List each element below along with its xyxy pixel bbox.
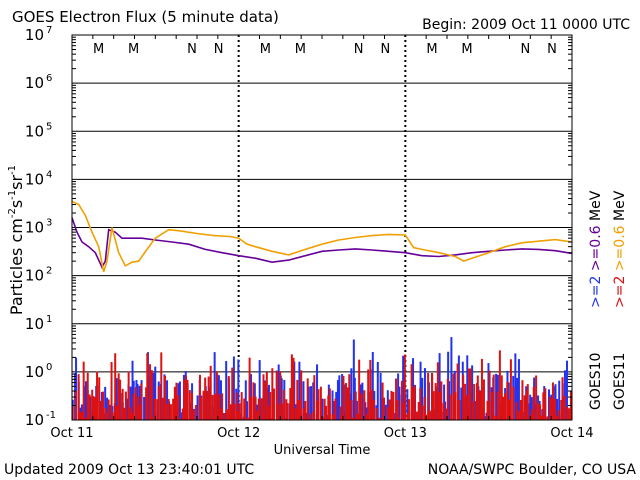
y-tick-exponent: 6: [46, 73, 52, 84]
y-tick-label: 10: [25, 122, 44, 140]
y-tick-label: 10: [25, 315, 44, 333]
line-layer: [71, 200, 573, 273]
x-tick-label: Oct 13: [384, 426, 427, 441]
y-tick-exponent: 4: [46, 169, 52, 180]
updated-timestamp: Updated 2009 Oct 13 23:40:01 UTC: [4, 462, 254, 478]
y-tick-base: 10: [25, 219, 44, 237]
x-tick-label: Oct 12: [217, 426, 260, 441]
legend-goes10-label: GOES10: [588, 353, 604, 410]
mn-marker: N: [187, 42, 197, 57]
y-tick-base: 10: [25, 74, 44, 92]
y-tick-base: 10: [25, 267, 44, 285]
y-tick-exponent: 5: [46, 121, 52, 132]
x-tick-label: Oct 14: [550, 426, 593, 441]
mn-marker: M: [260, 42, 271, 57]
flux-line-goes10-0p6mev: [71, 217, 573, 269]
y-tick-base: 10: [25, 122, 44, 140]
mn-marker: M: [128, 42, 139, 57]
y-axis-label-exp-1: -2: [7, 208, 18, 218]
plot-frame: [71, 34, 573, 421]
legend: GOES10 >=2 >=0.6 MeV GOES11 >=2 >=0.6 MeV: [588, 190, 628, 410]
legend-high-channel: >=0.6: [612, 221, 628, 271]
x-axis-label: Universal Time: [274, 443, 371, 458]
legend-low-channel: >=2: [612, 271, 628, 308]
legend-goes10-channels: >=2 >=0.6 MeV: [588, 190, 604, 308]
y-tick-label: 10: [25, 26, 44, 44]
mn-marker: N: [214, 42, 224, 57]
y-tick-exponent: 3: [46, 218, 52, 229]
y-tick-label: 10: [25, 363, 44, 381]
mn-marker: N: [547, 42, 557, 57]
y-tick-exponent: 0: [46, 362, 52, 373]
y-axis-label: Particles cm-2s-1sr-1: [7, 165, 26, 315]
y-tick-base: 10: [25, 411, 44, 429]
y-tick-label: 10: [25, 411, 44, 429]
y-tick-label: 10: [25, 219, 44, 237]
flux-line-goes11-0p6mev: [71, 200, 573, 273]
data-source: NOAA/SWPC Boulder, CO USA: [428, 462, 637, 478]
y-tick-exponent: 7: [46, 25, 52, 36]
legend-low-channel: >=2: [588, 271, 604, 308]
legend-unit: MeV: [612, 190, 628, 221]
legend-unit: MeV: [588, 190, 604, 221]
legend-goes11-channels: >=2 >=0.6 MeV: [612, 190, 628, 308]
y-tick-base: 10: [25, 363, 44, 381]
y-axis-label-exp-3: -1: [7, 165, 18, 175]
mn-marker: M: [295, 42, 306, 57]
mn-marker: M: [461, 42, 472, 57]
y-tick-label: 10: [25, 170, 44, 188]
y-tick-base: 10: [25, 26, 44, 44]
mn-marker: N: [520, 42, 530, 57]
y-tick-exponent: -1: [46, 410, 56, 421]
legend-goes11-label: GOES11: [612, 353, 628, 410]
mn-marker: M: [93, 42, 104, 57]
y-axis-label-exp-2: -1: [7, 190, 18, 200]
y-axis-label-sr: sr: [7, 175, 26, 190]
y-tick-base: 10: [25, 170, 44, 188]
mn-marker: M: [426, 42, 437, 57]
noise-layer: [71, 337, 572, 420]
y-tick-label: 10: [25, 267, 44, 285]
y-axis-label-s: s: [7, 200, 26, 208]
chart-title: GOES Electron Flux (5 minute data): [12, 8, 279, 26]
y-tick-base: 10: [25, 315, 44, 333]
mn-marker: N: [380, 42, 390, 57]
legend-high-channel: >=0.6: [588, 221, 604, 271]
x-tick-label: Oct 11: [50, 426, 93, 441]
y-tick-label: 10: [25, 74, 44, 92]
y-tick-exponent: 2: [46, 266, 52, 277]
y-axis-label-main: Particles cm: [7, 218, 26, 315]
y-tick-exponent: 1: [46, 314, 52, 325]
begin-label: Begin: 2009 Oct 11 0000 UTC: [422, 17, 630, 33]
mn-marker: N: [354, 42, 364, 57]
